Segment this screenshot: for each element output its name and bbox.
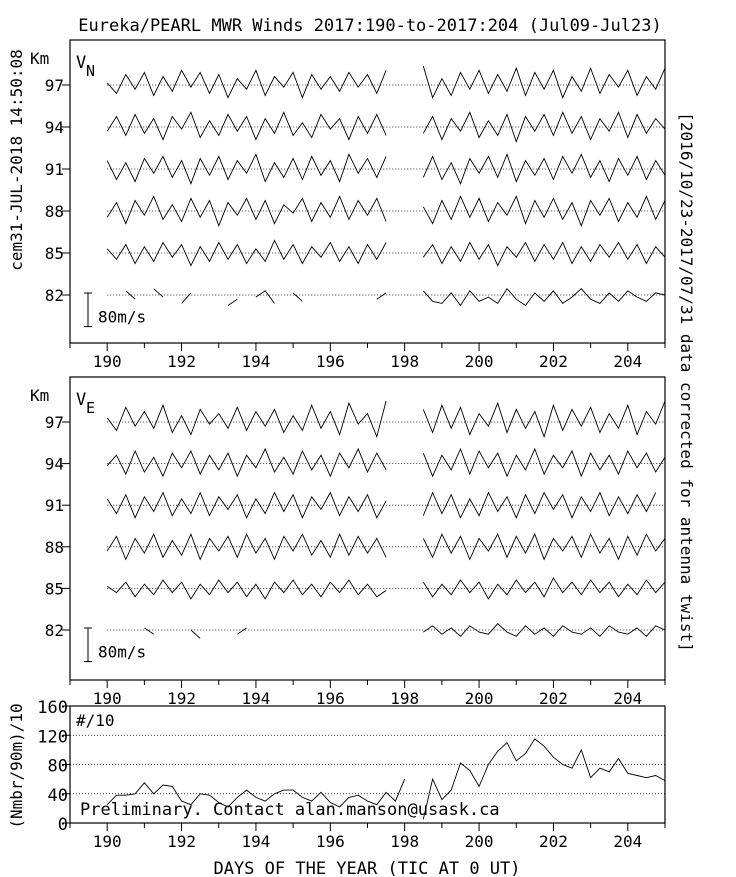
ve-y-tick-label: 97 <box>45 413 64 432</box>
count-x-tick-label: 190 <box>93 832 122 851</box>
vn-x-tick-label: 192 <box>167 352 196 371</box>
ve-y-tick-label: 91 <box>45 496 64 515</box>
count-x-tick-label: 196 <box>316 832 345 851</box>
ve-x-tick-label: 198 <box>390 689 419 708</box>
ve-trace-82km <box>144 623 666 639</box>
ve-y-tick-label: 85 <box>45 579 64 598</box>
vn-y-tick-label: 82 <box>45 286 64 305</box>
ve-trace-88km <box>106 533 666 561</box>
vn-trace-88km <box>106 195 666 227</box>
count-y-tick-label: 120 <box>37 727 68 747</box>
vn-x-tick-label: 196 <box>316 352 345 371</box>
vn-trace-97km <box>106 65 666 99</box>
ve-trace-85km <box>106 576 666 600</box>
count-y-tick-label: 0 <box>58 815 68 835</box>
vn-x-tick-label: 194 <box>241 352 270 371</box>
ve-y-tick-label: 94 <box>45 455 64 474</box>
ve-km-label: Km <box>30 386 49 405</box>
correction-note: [2016/10/23-2017/07/31 data corrected fo… <box>677 112 696 651</box>
ve-x-tick-label: 202 <box>539 689 568 708</box>
count-y-tick-label: 80 <box>48 757 68 777</box>
ve-trace-91km <box>106 491 657 519</box>
count-y-tick-label: 40 <box>48 786 68 806</box>
ve-plot-frame <box>69 376 666 681</box>
timestamp-stamp: cem31-JUL-2018 14:50:08 <box>7 49 26 271</box>
ve-scale-label: 80m/s <box>98 643 146 662</box>
vn-y-tick-label: 97 <box>45 76 64 95</box>
chart-title: Eureka/PEARL MWR Winds 2017:190-to-2017:… <box>78 16 661 36</box>
ve-y-tick-label: 88 <box>45 538 64 557</box>
ve-x-tick-label: 190 <box>93 689 122 708</box>
vn-trace-94km <box>106 111 666 144</box>
count-x-tick-label: 192 <box>167 832 196 851</box>
count-trace <box>106 738 666 820</box>
count-y-axis-label: (Nmbr/90m)/10 <box>7 703 26 828</box>
footer-note: Preliminary. Contact alan.manson@usask.c… <box>80 800 500 820</box>
vn-x-tick-label: 190 <box>93 352 122 371</box>
ve-trace-94km <box>106 447 666 478</box>
count-x-tick-label: 200 <box>465 832 494 851</box>
count-x-tick-label: 202 <box>539 832 568 851</box>
count-y-tick-label: 160 <box>37 698 68 718</box>
vn-x-tick-label: 198 <box>390 352 419 371</box>
ve-component-subscript: E <box>86 399 95 417</box>
ve-x-tick-label: 196 <box>316 689 345 708</box>
vn-component-subscript: N <box>86 62 95 80</box>
ve-x-tick-label: 204 <box>613 689 642 708</box>
ve-component-label: V <box>76 390 86 410</box>
vn-plot-frame <box>69 39 666 344</box>
vn-km-label: Km <box>30 49 49 68</box>
vn-y-tick-label: 94 <box>45 118 64 137</box>
ve-y-tick-label: 82 <box>45 621 64 640</box>
vn-trace-91km <box>106 153 666 185</box>
x-axis-label: DAYS OF THE YEAR (TIC AT 0 UT) <box>213 859 520 877</box>
count-x-tick-label: 198 <box>390 832 419 851</box>
ve-x-tick-label: 194 <box>241 689 270 708</box>
vn-x-tick-label: 200 <box>465 352 494 371</box>
count-x-tick-label: 194 <box>241 832 270 851</box>
count-panel-label: #/10 <box>76 711 115 730</box>
vn-scale-label: 80m/s <box>98 308 146 327</box>
vn-y-tick-label: 85 <box>45 244 64 263</box>
vn-trace-82km <box>125 287 666 307</box>
vn-x-tick-label: 202 <box>539 352 568 371</box>
vn-x-tick-label: 204 <box>613 352 642 371</box>
count-x-tick-label: 204 <box>613 832 642 851</box>
ve-trace-97km <box>106 400 666 439</box>
vn-y-tick-label: 91 <box>45 160 64 179</box>
ve-x-tick-label: 192 <box>167 689 196 708</box>
vn-component-label: V <box>76 53 86 73</box>
vn-y-tick-label: 88 <box>45 202 64 221</box>
ve-x-tick-label: 200 <box>465 689 494 708</box>
vn-trace-85km <box>106 239 666 267</box>
